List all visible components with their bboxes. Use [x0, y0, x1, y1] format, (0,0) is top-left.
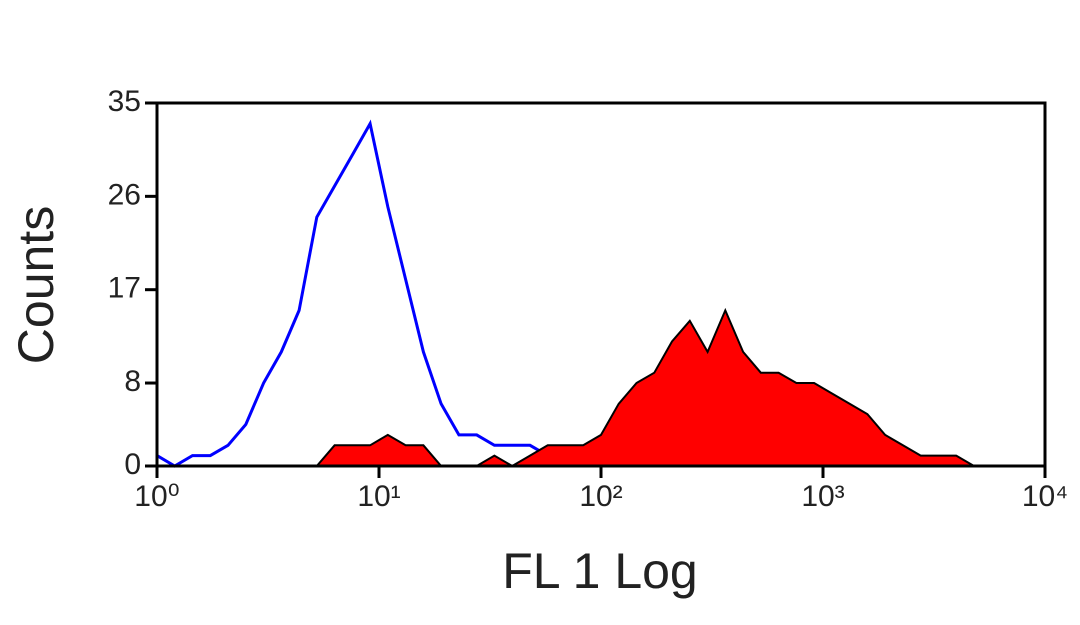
y-tick-label: 26	[108, 178, 141, 211]
x-tick-label: 10²	[579, 480, 622, 513]
x-axis-title: FL 1 Log	[502, 543, 698, 599]
x-tick-label: 10¹	[357, 480, 400, 513]
plot-frame	[155, 101, 1047, 468]
y-axis-title: Counts	[8, 206, 64, 364]
x-tick-label: 10⁰	[134, 480, 179, 513]
y-tick-label: 0	[124, 448, 141, 481]
x-tick-label: 10³	[801, 480, 844, 513]
line	[156, 119, 1045, 468]
x-tick-label: 10⁴	[1022, 480, 1068, 513]
y-tick-label: 17	[108, 272, 141, 305]
y-tick-label: 35	[108, 85, 141, 118]
y-tick-label: 8	[124, 365, 141, 398]
